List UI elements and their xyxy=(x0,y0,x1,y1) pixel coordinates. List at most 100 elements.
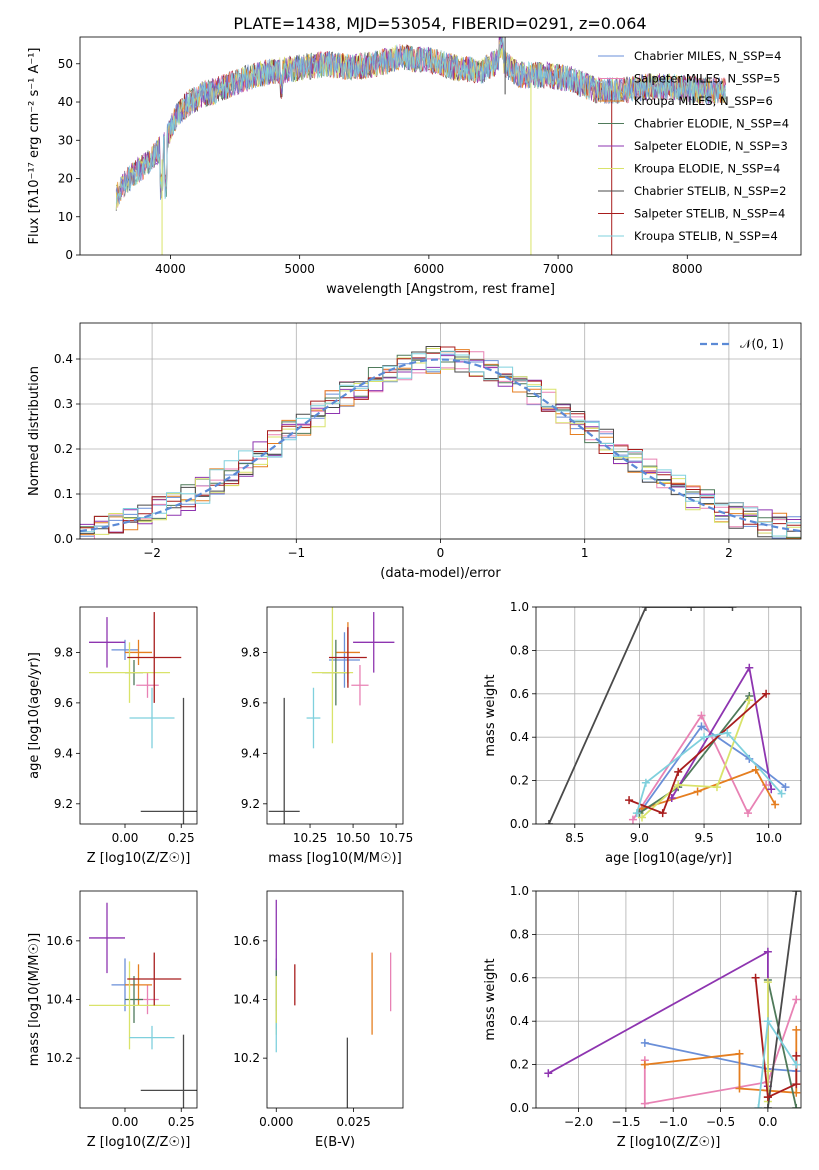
y-tick-label: 10.4 xyxy=(233,993,260,1007)
y-axis-label: mass [log10(M/M☉)] xyxy=(27,933,42,1066)
panel-residual-histogram: −2 −1 0 1 2 0.0 0.1 0.2 0.3 0.4 (data-model)/error… xyxy=(27,322,802,581)
x-tick-label: 0 xyxy=(437,546,445,560)
y-tick-label: 0.6 xyxy=(510,971,529,985)
y-tick-label: 9.6 xyxy=(241,696,260,710)
x-tick-label: 9.0 xyxy=(630,831,649,845)
weight-marker xyxy=(792,1025,801,1034)
weight-marker xyxy=(792,891,801,895)
x-tick-label: 10.50 xyxy=(336,831,370,845)
weight-marker xyxy=(763,978,772,987)
y-tick-label: 10.2 xyxy=(233,1051,260,1065)
weight-marker xyxy=(763,1093,772,1102)
x-tick-label: −2.0 xyxy=(564,1115,593,1129)
y-tick-label: 9.6 xyxy=(54,696,73,710)
weight-marker xyxy=(687,607,696,611)
legend-label: 𝒩(0, 1) xyxy=(740,337,784,351)
plot-area xyxy=(544,891,801,1108)
x-axis-label: wavelength [Angstrom, rest frame] xyxy=(326,282,555,297)
weight-marker xyxy=(728,607,737,611)
weight-marker xyxy=(781,783,790,792)
weight-marker xyxy=(628,815,637,824)
x-tick-label: 0.00 xyxy=(112,831,139,845)
y-tick-label: 9.2 xyxy=(241,797,260,811)
x-tick-label: 9.5 xyxy=(695,831,714,845)
y-tick-label: 0.4 xyxy=(510,1014,529,1028)
histogram-step xyxy=(80,346,801,534)
plot-layer: 4000 5000 6000 7000 800001020304050wavelengt… xyxy=(27,36,802,1150)
weight-marker xyxy=(697,722,706,731)
weight-line xyxy=(547,950,769,1087)
x-tick-label: 5000 xyxy=(284,262,315,276)
axes-frame xyxy=(79,36,802,256)
y-tick-label: 9.2 xyxy=(54,797,73,811)
plot-area xyxy=(115,37,726,255)
weight-marker xyxy=(792,1060,801,1069)
weight-marker xyxy=(763,1104,772,1108)
x-tick-label: −0.5 xyxy=(706,1115,735,1129)
x-tick-label: 0.000 xyxy=(259,1115,293,1129)
panel-spectrum: 4000 5000 6000 7000 8000 0 10 20 30 40 50 wavelengt… xyxy=(27,36,802,297)
weight-marker xyxy=(745,696,754,705)
plot-area xyxy=(89,902,197,1108)
axes-frame xyxy=(535,606,802,825)
y-tick-label: 0.0 xyxy=(510,1101,529,1115)
plot-area xyxy=(80,346,801,539)
y-tick-label: 10.2 xyxy=(46,1051,73,1065)
y-tick-label: 10 xyxy=(58,210,73,224)
weight-marker xyxy=(544,820,553,824)
y-tick-label: 10.6 xyxy=(233,934,260,948)
y-axis-label: mass weight xyxy=(483,674,498,756)
y-tick-label: 50 xyxy=(58,57,73,71)
weight-marker xyxy=(638,813,646,822)
weight-line xyxy=(767,891,798,1108)
x-axis-label: Z [log10(Z/Z☉)] xyxy=(87,1135,191,1150)
y-tick-label: 0.0 xyxy=(510,817,529,831)
legend-label: Chabrier STELIB, N_SSP=2 xyxy=(634,184,786,198)
histogram-step xyxy=(80,350,801,537)
weight-marker xyxy=(632,809,641,818)
weight-marker xyxy=(674,767,683,776)
x-tick-label: −1.0 xyxy=(659,1115,688,1129)
weight-marker xyxy=(723,728,732,737)
y-tick-label: 9.8 xyxy=(241,645,260,659)
y-tick-label: 1.0 xyxy=(510,884,529,898)
y-tick-label: 0.1 xyxy=(54,487,73,501)
x-axis-label: (data-model)/error xyxy=(380,566,501,581)
legend-label: Kroupa STELIB, N_SSP=4 xyxy=(634,229,778,243)
weight-marker xyxy=(712,783,721,792)
y-tick-label: 9.8 xyxy=(54,645,73,659)
y-axis-label: Flux [fλ10⁻¹⁷ erg cm⁻² s⁻¹ A⁻¹] xyxy=(27,48,42,245)
x-tick-label: 10.0 xyxy=(755,831,782,845)
x-tick-label: 10.75 xyxy=(379,831,413,845)
x-tick-label: 10.25 xyxy=(293,831,327,845)
plot-area xyxy=(275,899,392,1108)
weight-marker xyxy=(792,1104,801,1108)
x-tick-label: 0.25 xyxy=(168,1115,195,1129)
weight-marker xyxy=(640,1099,649,1108)
y-tick-label: 0.8 xyxy=(510,927,529,941)
x-axis-label: E(B-V) xyxy=(315,1135,355,1150)
y-tick-label: 10.6 xyxy=(46,934,73,948)
weight-marker xyxy=(640,1038,649,1047)
weight-marker xyxy=(777,789,786,798)
weight-marker xyxy=(658,809,667,818)
panel-mass-vs-Z: 0.00 0.25 10.2 10.4 10.6 Z [log10(Z/Z☉)] mass … xyxy=(27,890,198,1150)
weight-marker xyxy=(700,733,709,742)
weight-marker xyxy=(641,778,650,787)
weight-marker xyxy=(792,995,801,1004)
y-tick-label: 9.4 xyxy=(54,746,73,760)
y-axis-label: Normed distribution xyxy=(27,366,42,496)
y-tick-label: 0.4 xyxy=(54,352,73,366)
weight-marker xyxy=(751,973,760,982)
y-tick-label: 0.3 xyxy=(54,397,73,411)
legend-label: Salpeter ELODIE, N_SSP=3 xyxy=(634,139,788,153)
weight-marker xyxy=(744,809,752,818)
legend-label: Chabrier ELODIE, N_SSP=4 xyxy=(634,117,789,131)
plot-area xyxy=(268,607,395,824)
panel-mass-vs-EBV: 0.000 0.025 10.2 10.4 10.6 E(B-V) xyxy=(233,890,404,1150)
y-tick-label: 30 xyxy=(58,133,73,147)
x-tick-label: 2 xyxy=(725,546,733,560)
weight-line xyxy=(638,695,751,814)
y-tick-label: 0.2 xyxy=(54,442,73,456)
